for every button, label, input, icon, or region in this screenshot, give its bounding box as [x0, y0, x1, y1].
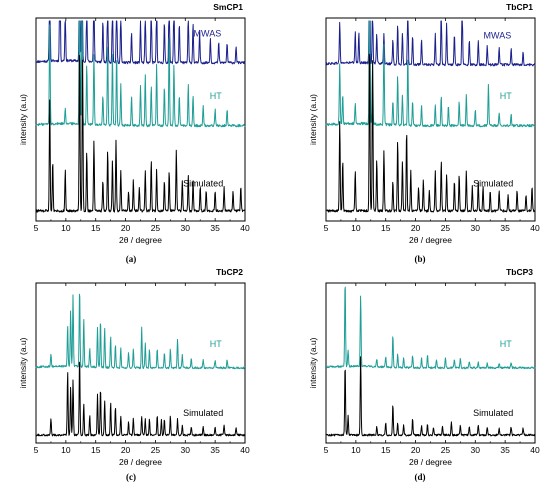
x-axis-title: 2θ / degree: [119, 235, 162, 245]
x-tick-label: 10: [351, 445, 361, 455]
series-line-simulated: [35, 361, 246, 437]
series-label-ht: HT: [210, 339, 222, 349]
x-tick-label: 35: [500, 223, 510, 233]
y-axis-title: intensity (a.u): [308, 337, 318, 388]
x-tick-label: 20: [411, 445, 421, 455]
panel-caption: (c): [126, 472, 136, 482]
x-tick-label: 5: [34, 445, 39, 455]
panel-b: 5 10 15 20 25 30 35 40 2θ / degree intensity (a.u…: [308, 2, 540, 264]
x-tick-label: 25: [441, 223, 451, 233]
series-label-mwas: MWAS: [194, 28, 222, 38]
plot-frame: [325, 282, 536, 444]
x-tick-label: 25: [151, 223, 161, 233]
x-tick-label: 20: [411, 223, 421, 233]
series-line-ht: [325, 286, 536, 370]
x-axis-title: 2θ / degree: [409, 235, 452, 245]
x-tick-label: 25: [151, 445, 161, 455]
x-axis-title: 2θ / degree: [119, 457, 162, 467]
series-label-ht: HT: [500, 339, 512, 349]
panel-caption: (d): [415, 472, 426, 482]
x-tick-label: 15: [381, 445, 391, 455]
series-line-mwas: [35, 20, 246, 65]
x-tick-label: 5: [324, 445, 329, 455]
panel-caption: (a): [126, 254, 137, 264]
x-axis-title: 2θ / degree: [409, 457, 452, 467]
x-tick-label: 35: [500, 445, 510, 455]
x-tick-label: 35: [210, 445, 220, 455]
panel-caption: (b): [415, 254, 426, 264]
series-line-ht: [325, 20, 536, 128]
series-label-mwas: MWAS: [484, 30, 512, 40]
panel-c: 5 10 15 20 25 30 35 40 2θ / degree intensity (a.u…: [18, 267, 250, 482]
series-line-simulated: [35, 54, 246, 213]
x-tick-label: 20: [121, 223, 131, 233]
x-tick-label: 10: [351, 223, 361, 233]
x-tick-label: 30: [471, 223, 481, 233]
series-line-ht: [35, 20, 246, 128]
panel-title: TbCP3: [506, 267, 533, 277]
panel-title: TbCP1: [506, 2, 533, 12]
plot-frame: [325, 17, 536, 222]
x-tick-label: 20: [121, 445, 131, 455]
x-tick-label: 15: [91, 445, 101, 455]
x-tick-label: 30: [181, 445, 191, 455]
y-axis-title: intensity (a.u): [18, 94, 28, 145]
x-tick-label: 40: [240, 445, 250, 455]
x-tick-label: 30: [471, 445, 481, 455]
panel-title: TbCP2: [216, 267, 243, 277]
series-line-simulated: [325, 356, 536, 437]
x-tick-label: 40: [240, 223, 250, 233]
x-tick-label: 5: [324, 223, 329, 233]
series-label-ht: HT: [500, 91, 512, 101]
x-tick-label: 10: [61, 445, 71, 455]
series-label-simulated: Simulated: [183, 408, 223, 418]
series-line-mwas: [325, 20, 536, 67]
series-label-simulated: Simulated: [183, 178, 223, 188]
series-label-ht: HT: [210, 91, 222, 101]
panel-a: 5 10 15 20 25 30 35 40 2θ / degree intensity (a.u…: [18, 2, 250, 264]
x-tick-label: 5: [34, 223, 39, 233]
x-tick-label: 40: [530, 223, 540, 233]
x-tick-label: 40: [530, 445, 540, 455]
series-line-ht: [35, 293, 246, 370]
x-tick-label: 25: [441, 445, 451, 455]
series-label-simulated: Simulated: [473, 178, 513, 188]
series-line-simulated: [325, 53, 536, 213]
y-axis-title: intensity (a.u): [308, 94, 318, 145]
plot-frame: [35, 17, 246, 222]
x-tick-label: 15: [381, 223, 391, 233]
panel-d: 5 10 15 20 25 30 35 40 2θ / degree intensity (a.u…: [308, 267, 540, 482]
y-axis-title: intensity (a.u): [18, 337, 28, 388]
x-tick-label: 15: [91, 223, 101, 233]
x-tick-label: 10: [61, 223, 71, 233]
panel-title: SmCP1: [213, 2, 243, 12]
series-label-simulated: Simulated: [473, 408, 513, 418]
x-tick-label: 30: [181, 223, 191, 233]
x-tick-label: 35: [210, 223, 220, 233]
